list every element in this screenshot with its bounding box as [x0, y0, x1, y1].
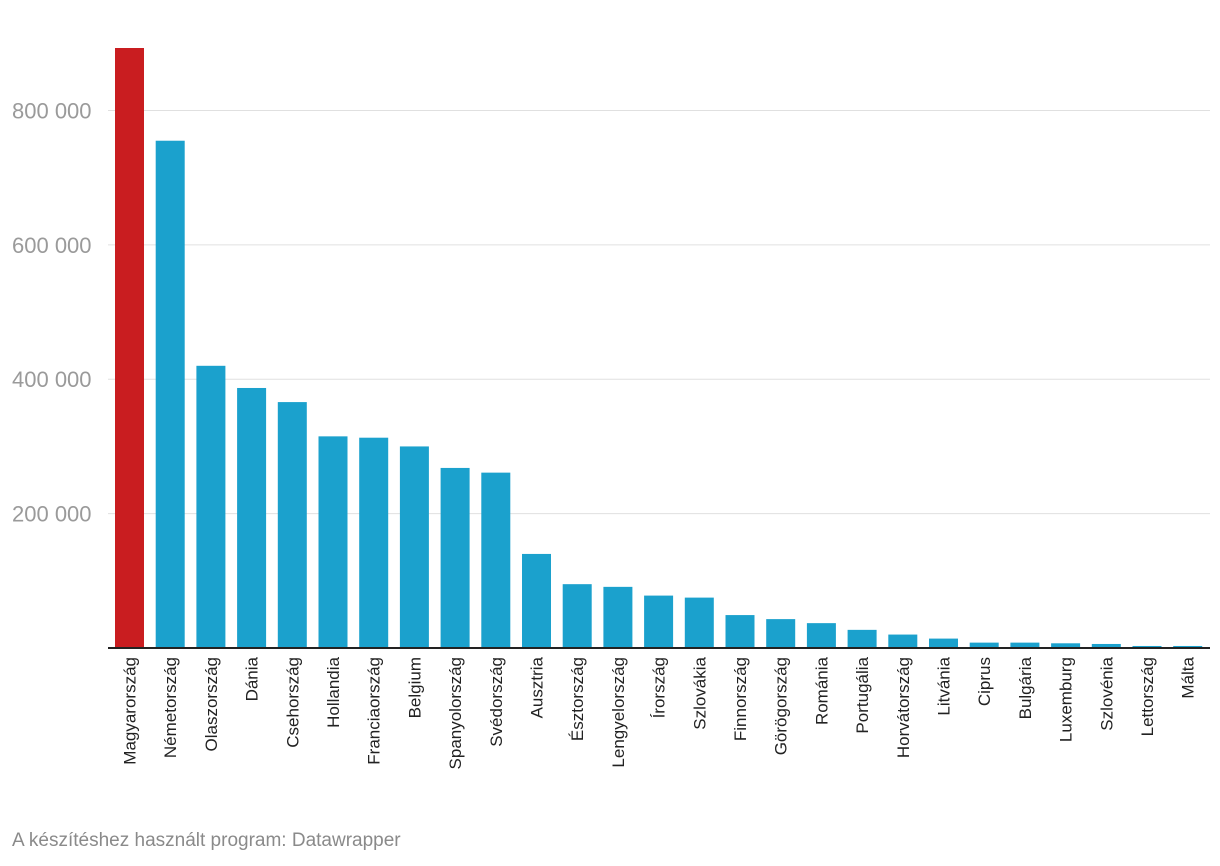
bar — [440, 467, 470, 648]
x-tick-label: Belgium — [405, 657, 424, 718]
x-tick-label: Németország — [161, 657, 180, 758]
bar — [847, 629, 877, 648]
x-tick-label: Szlovákia — [690, 656, 709, 729]
bar — [359, 437, 389, 648]
x-tick-label: Franciaország — [365, 657, 384, 765]
x-tick-label: Észtország — [568, 657, 587, 741]
bar — [1051, 643, 1081, 648]
x-tick-label: Olaszország — [202, 657, 221, 751]
bar — [684, 597, 714, 648]
y-tick-label: 200 000 — [12, 502, 92, 527]
bar — [277, 402, 307, 648]
x-axis-ticks: Magyarország Németország Olaszország Dánia C… — [121, 656, 1198, 769]
bar — [1173, 645, 1203, 648]
y-tick-label: 600 000 — [12, 233, 92, 258]
x-tick-label: Horvátország — [894, 657, 913, 758]
bar — [603, 586, 633, 648]
bar — [929, 638, 958, 648]
x-tick-label: Dánia — [243, 656, 262, 701]
bar — [196, 365, 226, 648]
bar — [155, 140, 185, 648]
bar — [1010, 642, 1040, 648]
bars — [115, 48, 1203, 648]
gridlines — [108, 109, 1210, 515]
x-tick-label: Svédország — [487, 657, 506, 747]
y-tick-label: 800 000 — [12, 98, 92, 123]
bar — [1091, 643, 1121, 648]
x-tick-label: Finnország — [731, 657, 750, 741]
x-tick-label: Luxemburg — [1057, 657, 1076, 742]
bar — [399, 446, 429, 648]
bar — [969, 642, 999, 648]
y-axis-ticks: 200 000 400 000 600 000 800 000 — [12, 98, 92, 526]
x-tick-label: Málta — [1179, 656, 1198, 698]
bar — [644, 595, 674, 648]
bar — [318, 436, 348, 648]
x-tick-label: Görögország — [772, 657, 791, 755]
x-tick-label: Ciprus — [975, 657, 994, 706]
footer-credit: A készítéshez használt program: Datawrap… — [12, 830, 401, 851]
bar — [806, 623, 836, 648]
x-tick-label: Litvánia — [935, 656, 954, 715]
x-tick-label: Portugália — [853, 656, 872, 733]
bar — [522, 553, 551, 648]
x-tick-label: Csehország — [283, 657, 302, 748]
bar — [1132, 645, 1162, 648]
bar — [237, 387, 267, 648]
x-tick-label: Hollandia — [324, 656, 343, 727]
x-tick-label: Magyarország — [121, 657, 140, 765]
x-tick-label: Spanyolország — [446, 657, 465, 769]
y-tick-label: 400 000 — [12, 367, 92, 392]
bar — [562, 584, 592, 648]
x-tick-label: Lettország — [1138, 657, 1157, 736]
bar — [481, 472, 511, 648]
x-tick-label: Románia — [812, 656, 831, 725]
x-tick-label: Írország — [650, 657, 669, 718]
x-tick-label: Szlovénia — [1097, 656, 1116, 730]
bar — [115, 48, 144, 648]
x-tick-label: Lengyelország — [609, 657, 628, 768]
bar — [888, 634, 918, 648]
bar — [725, 615, 755, 648]
x-tick-label: Ausztria — [528, 656, 547, 718]
bar — [766, 619, 796, 648]
x-tick-label: Bulgária — [1016, 656, 1035, 719]
